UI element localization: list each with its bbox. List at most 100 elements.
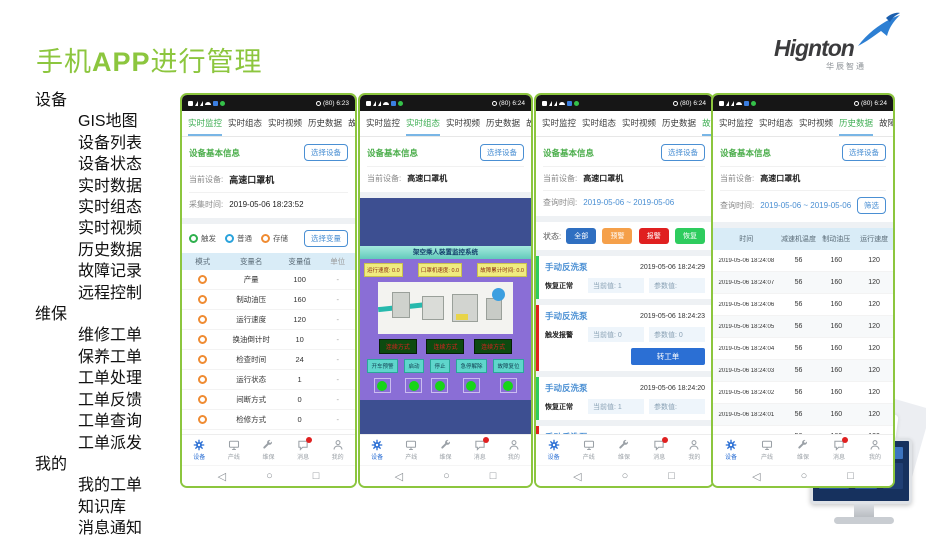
legend-item[interactable]: 存储 — [261, 233, 288, 244]
tab[interactable]: 实时视频 — [268, 118, 303, 128]
back-button[interactable]: ◁ — [217, 470, 227, 483]
nav-item[interactable]: 维保 — [785, 439, 821, 461]
home-button[interactable]: ○ — [443, 470, 450, 482]
tab[interactable]: 实时组态 — [759, 118, 794, 128]
nav-item[interactable]: 我的 — [857, 439, 893, 461]
outline-item: 我的工单 — [78, 477, 143, 495]
control-button[interactable]: 急停解除 — [456, 359, 487, 373]
variable-value: 24 — [295, 355, 304, 364]
tab[interactable]: 实时视频 — [799, 118, 834, 128]
company-logo: Hignton 华辰智通 — [774, 12, 904, 76]
to-workorder-button[interactable]: 转工单 — [631, 348, 705, 365]
tab[interactable]: 故障记录 — [702, 117, 712, 136]
alarm-card[interactable]: 手动反洗泵 2019-05-06 18:24:29 恢复正常 当前值: 1 参数… — [536, 256, 712, 299]
store-mode-icon — [198, 415, 208, 425]
select-device-button[interactable]: 选择设备 — [304, 144, 348, 161]
table-header: 时间 减速机温度 制动油压 运行速度 — [713, 228, 893, 250]
nav-item[interactable]: 消息 — [286, 437, 321, 461]
nav-item[interactable]: 产线 — [394, 439, 428, 461]
mode-button[interactable]: 连续方式 — [426, 339, 465, 354]
tab[interactable]: 实时组态 — [406, 117, 441, 136]
status-bar: (80) 6:24 — [536, 95, 712, 111]
select-device-button[interactable]: 选择设备 — [842, 144, 886, 161]
mode-button[interactable]: 连续方式 — [378, 339, 417, 354]
nav-item[interactable]: 设备 — [360, 439, 394, 461]
gear-icon — [371, 439, 383, 451]
variable-value: 100 — [293, 275, 306, 284]
current-value: 当前值: 1 — [588, 278, 644, 293]
filter-button[interactable]: 全部 — [566, 228, 597, 244]
control-button[interactable]: 停止 — [430, 359, 450, 373]
back-button[interactable]: ◁ — [752, 470, 761, 483]
nav-item[interactable]: 设备 — [713, 439, 749, 461]
filter-button[interactable]: 报警 — [638, 228, 669, 244]
tab[interactable]: 故障记录 — [526, 117, 531, 136]
indicator-lamp — [431, 378, 449, 393]
tab[interactable]: 故障记录 — [348, 117, 355, 136]
nav-item[interactable]: 我的 — [320, 439, 355, 461]
tab[interactable]: 历史数据 — [486, 118, 521, 128]
nav-item[interactable]: 我的 — [497, 439, 531, 461]
tab[interactable]: 实时监控 — [542, 118, 577, 128]
tab[interactable]: 历史数据 — [662, 118, 697, 128]
filter-button[interactable]: 筛选 — [857, 197, 886, 214]
filter-button[interactable]: 恢复 — [674, 228, 705, 244]
mode-button[interactable]: 连续方式 — [474, 339, 513, 354]
back-button[interactable]: ◁ — [573, 470, 582, 483]
device-label: 当前设备: — [720, 174, 755, 183]
tab[interactable]: 历史数据 — [308, 118, 343, 128]
query-time-range[interactable]: 2019-05-06 ~ 2019-05-06 — [583, 198, 675, 207]
home-button[interactable]: ○ — [621, 470, 629, 482]
nav-item[interactable]: 设备 — [182, 439, 217, 461]
query-time-range[interactable]: 2019-05-06 ~ 2019-05-06 — [760, 201, 852, 210]
nav-item[interactable]: 维保 — [428, 439, 462, 461]
control-button[interactable]: 开车预警 — [367, 359, 398, 373]
home-button[interactable]: ○ — [266, 470, 273, 482]
nav-item[interactable]: 维保 — [251, 439, 286, 461]
production-line-icon — [761, 439, 773, 451]
current-value: 当前值: 1 — [588, 399, 644, 414]
tab[interactable]: 实时监控 — [366, 118, 401, 128]
tab[interactable]: 实时组态 — [582, 118, 617, 128]
tab[interactable]: 实时组态 — [228, 118, 263, 128]
table-row: 2019-05-06 18:24:03 56 160 120 — [713, 360, 893, 382]
tab[interactable]: 实时视频 — [622, 118, 657, 128]
legend-item[interactable]: 触发 — [189, 233, 216, 244]
nav-item[interactable]: 产线 — [217, 439, 252, 461]
select-device-button[interactable]: 选择设备 — [661, 144, 705, 161]
tab[interactable]: 实时视频 — [446, 118, 481, 128]
nav-item[interactable]: 消息 — [642, 437, 677, 461]
nav-item[interactable]: 设备 — [536, 439, 571, 461]
nav-item[interactable]: 产线 — [749, 439, 785, 461]
param-value: 参数值: — [649, 399, 705, 414]
tab[interactable]: 实时监控 — [188, 117, 223, 136]
home-button[interactable]: ○ — [800, 470, 808, 482]
nav-item[interactable]: 我的 — [677, 439, 712, 461]
select-device-button[interactable]: 选择设备 — [480, 144, 524, 161]
control-button[interactable]: 启动 — [404, 359, 424, 373]
nav-item[interactable]: 产线 — [571, 439, 606, 461]
alarm-card[interactable]: 手动反洗泵 2019-05-06 18:24:17 触发报警 当前值: 0 参数… — [536, 426, 712, 434]
filter-button[interactable]: 预警 — [602, 228, 633, 244]
recents-button[interactable]: □ — [312, 470, 320, 482]
control-button[interactable]: 故障复位 — [493, 359, 524, 373]
monitor-base — [834, 517, 894, 524]
alarm-card[interactable]: 手动反洗泵 2019-05-06 18:24:23 触发报警 当前值: 0 参数… — [536, 305, 712, 371]
nav-item[interactable]: 消息 — [821, 437, 857, 461]
recents-button[interactable]: □ — [668, 470, 675, 482]
status-time: (80) 6:24 — [679, 99, 706, 107]
control-group: 开车预警 — [367, 359, 398, 393]
alarm-card[interactable]: 手动反洗泵 2019-05-06 18:24:20 恢复正常 当前值: 1 参数… — [536, 377, 712, 420]
tab[interactable]: 故障记录 — [879, 118, 893, 128]
recents-button[interactable]: □ — [489, 470, 497, 482]
select-variable-button[interactable]: 选择变量 — [304, 230, 348, 247]
device-info-card: 设备基本信息 选择设备 当前设备: 高速口罩机 采集时间: 2019-05-06… — [182, 137, 355, 218]
card-title: 设备基本信息 — [367, 147, 419, 158]
tab[interactable]: 历史数据 — [839, 117, 874, 136]
recents-button[interactable]: □ — [847, 470, 854, 482]
nav-item[interactable]: 消息 — [463, 437, 497, 461]
legend-item[interactable]: 普通 — [225, 233, 252, 244]
tab[interactable]: 实时监控 — [719, 118, 754, 128]
back-button[interactable]: ◁ — [394, 470, 404, 483]
nav-item[interactable]: 维保 — [606, 439, 641, 461]
